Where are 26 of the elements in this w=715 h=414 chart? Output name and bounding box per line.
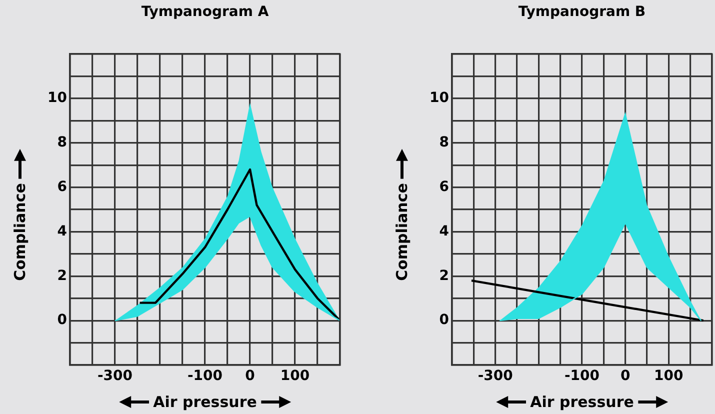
x-tick-label: -100: [564, 368, 600, 384]
x-tick-label: 100: [280, 368, 310, 384]
y-tick-label: 4: [57, 223, 68, 240]
x-axis-title: Air pressure: [153, 393, 257, 411]
y-tick-label: 2: [57, 268, 67, 284]
x-axis-title: Air pressure: [530, 393, 634, 411]
y-tick-label: 6: [57, 178, 67, 195]
y-tick-label: 10: [430, 90, 450, 106]
x-tick-label: -300: [97, 368, 133, 384]
y-tick-label: 8: [57, 134, 67, 150]
y-tick-label: 2: [439, 268, 449, 284]
y-axis-title: Compliance: [393, 183, 411, 281]
y-tick-label: 8: [439, 134, 449, 150]
y-tick-label: 10: [48, 90, 68, 106]
x-tick-label: 0: [620, 368, 630, 384]
x-tick-label: -100: [187, 368, 223, 384]
x-tick-label: 0: [245, 368, 256, 384]
y-tick-label: 0: [439, 312, 450, 328]
y-tick-label: 0: [57, 312, 68, 328]
y-tick-label: 4: [439, 223, 450, 240]
y-axis-title: Compliance: [11, 183, 29, 281]
chart-title: Tympanogram A: [141, 4, 269, 20]
chart-title: Tympanogram B: [518, 4, 646, 20]
y-tick-label: 6: [439, 178, 449, 195]
x-tick-label: 100: [654, 368, 684, 384]
x-tick-label: -300: [478, 368, 514, 384]
